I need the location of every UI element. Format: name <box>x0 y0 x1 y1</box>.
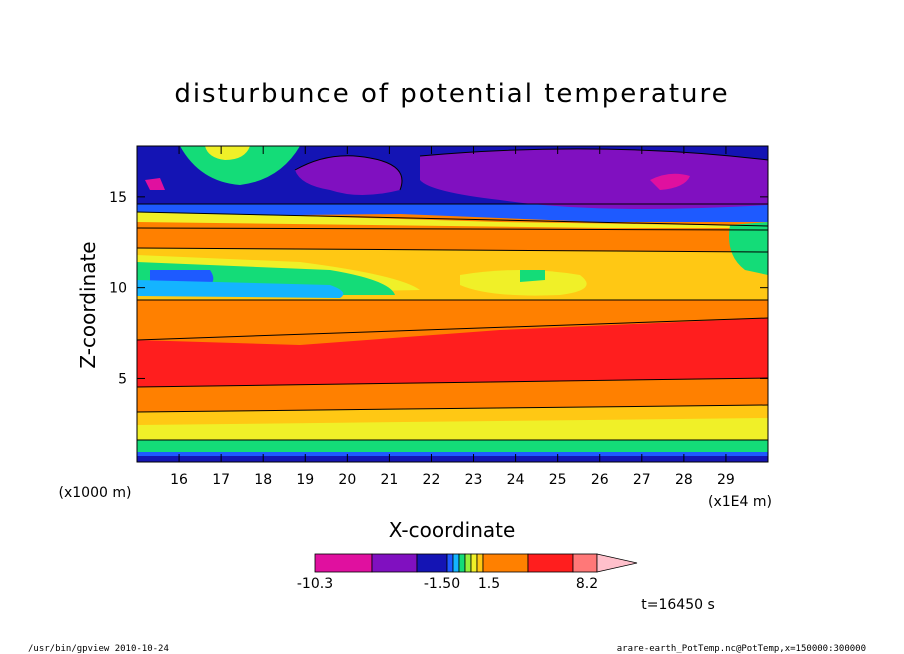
x-tick-label: 16 <box>170 472 188 488</box>
colorbar-segment <box>572 553 598 573</box>
colorbar-segment <box>458 553 466 573</box>
band-surface-cold <box>137 456 768 462</box>
x-axis-label: X-coordinate <box>389 518 516 542</box>
colorbar-segment <box>314 553 373 573</box>
time-label: t=16450 s <box>641 597 715 613</box>
band-upper-warm <box>137 228 768 250</box>
contour-lines <box>137 148 768 441</box>
x-tick-label: 19 <box>296 472 314 488</box>
colorbar-segment <box>371 553 418 573</box>
x-unit-label: (x1E4 m) <box>708 494 772 510</box>
colorbar-tick-label: 8.2 <box>576 576 598 592</box>
yellow-region-right <box>460 270 587 296</box>
chart-title: disturbunce of potential temperature <box>174 79 729 109</box>
colorbar-tick-label: -1.50 <box>424 576 460 592</box>
band-mid-cyan <box>137 280 344 298</box>
colorbar-extend-arrow <box>596 553 638 573</box>
y-ticks: 5 10 15 <box>109 190 768 387</box>
y-unit-label: (x1000 m) <box>59 485 132 501</box>
x-tick-label: 26 <box>591 472 609 488</box>
y-tick-label: 10 <box>109 281 127 297</box>
y-axis-label: Z-coordinate <box>76 241 100 368</box>
colorbar-segment <box>476 553 484 573</box>
plot-field <box>137 146 768 462</box>
x-tick-label: 25 <box>549 472 567 488</box>
colorbar-segment <box>527 553 574 573</box>
colorbar-segment <box>416 553 448 573</box>
x-ticks: 16 17 18 19 20 21 22 23 24 25 26 27 28 29 <box>170 146 735 488</box>
x-tick-label: 29 <box>717 472 735 488</box>
band-surface-green <box>137 440 768 452</box>
green-top <box>180 146 300 185</box>
band-surface-blue <box>137 452 768 456</box>
colorbar-segment <box>470 553 478 573</box>
x-tick-label: 23 <box>465 472 483 488</box>
x-tick-label: 18 <box>254 472 272 488</box>
colorbar-ticks: -10.3 -1.50 1.5 8.2 <box>297 576 598 592</box>
y-tick-label: 15 <box>109 190 127 206</box>
x-tick-label: 20 <box>338 472 356 488</box>
green-spot-right <box>520 270 545 282</box>
yellow-top <box>205 146 250 160</box>
colorbar-segment <box>464 553 472 573</box>
green-region-edge <box>729 222 768 275</box>
magenta-spot-left <box>145 178 165 190</box>
band-warmest <box>137 318 768 390</box>
purple-region-left <box>295 155 402 195</box>
x-tick-label: 27 <box>633 472 651 488</box>
y-tick-label: 5 <box>118 371 127 387</box>
purple-region-right <box>420 148 768 209</box>
x-tick-label: 17 <box>212 472 230 488</box>
colorbar-segment <box>446 553 454 573</box>
band-top-yellow <box>137 212 768 230</box>
colorbar-tick-label: 1.5 <box>478 576 500 592</box>
x-tick-label: 24 <box>507 472 525 488</box>
colorbar <box>314 553 638 573</box>
footer-left: /usr/bin/gpview 2010-10-24 <box>28 644 169 654</box>
colorbar-tick-label: -10.3 <box>297 576 333 592</box>
x-tick-label: 21 <box>380 472 398 488</box>
colorbar-segment <box>482 553 529 573</box>
x-tick-label: 22 <box>423 472 441 488</box>
colorbar-segment <box>452 553 460 573</box>
plot-frame <box>136 145 769 463</box>
magenta-spot <box>650 173 690 190</box>
footer-right: arare-earth_PotTemp.nc@PotTemp,x=150000:… <box>617 644 866 654</box>
x-tick-label: 28 <box>675 472 693 488</box>
band-surface-warm <box>137 378 768 412</box>
